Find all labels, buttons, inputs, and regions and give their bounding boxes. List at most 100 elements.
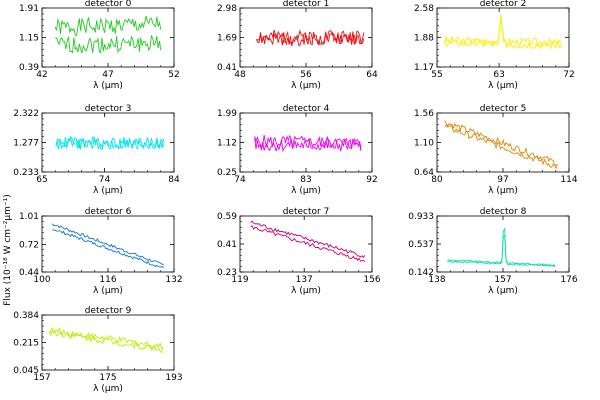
y-tick-label: 0.41 [217,240,237,250]
panel-title: detector 2 [480,0,527,9]
panel-detector-7: detector 7 119 137 156 0.23 0.41 0.59 λ (μm) [217,207,381,296]
x-tick-label: 55 [431,70,442,80]
figure-ylabel: Flux (10⁻¹⁸ W cm⁻²μm⁻¹) [3,194,13,306]
x-tick-label: 72 [563,70,574,80]
y-tick-label: 0.045 [13,366,39,376]
x-tick-label: 114 [560,175,577,185]
x-tick-label: 65 [36,175,47,185]
panel-title: detector 5 [480,104,527,114]
y-tick-label: 0.933 [408,212,434,222]
x-axis-label: λ (μm) [93,186,123,196]
x-tick-label: 52 [168,70,179,80]
x-tick-label: 100 [33,275,50,285]
panel-title: detector 0 [85,0,132,9]
series-line-1 [55,35,162,54]
x-tick-label: 92 [366,175,377,185]
panel-title: detector 4 [283,104,330,114]
x-tick-label: 175 [99,373,116,383]
x-tick-label: 157 [33,373,50,383]
y-tick-label: 0.23 [217,268,237,278]
y-tick-label: 0.64 [414,168,434,178]
y-tick-label: 2.322 [13,109,39,119]
y-tick-label: 2.58 [414,4,434,14]
series-line-0 [51,223,164,266]
panel-title: detector 7 [283,207,330,217]
y-tick-label: 0.233 [13,168,39,178]
y-tick-label: 1.10 [414,139,434,149]
panel-detector-3: detector 3 65 74 84 0.233 1.277 2.322 λ (μm) [13,104,180,196]
series-line-0 [447,226,556,267]
x-tick-label: 137 [296,275,313,285]
y-tick-label: 1.01 [19,212,39,222]
x-tick-label: 157 [494,275,511,285]
y-tick-label: 0.41 [217,63,237,73]
x-tick-label: 84 [168,175,180,185]
y-tick-label: 0.25 [217,168,237,178]
y-tick-label: 2.98 [217,4,237,14]
panel-detector-2: detector 2 55 63 72 1.17 1.88 2.58 λ (μm) [414,0,575,91]
series-line-1 [256,30,365,47]
y-tick-label: 1.17 [414,63,434,73]
x-axis-label: λ (μm) [291,286,321,296]
series-line-1 [254,138,362,153]
x-tick-label: 116 [99,275,116,285]
x-tick-label: 193 [165,373,182,383]
y-tick-label: 0.59 [217,212,237,222]
y-tick-label: 1.69 [217,34,237,44]
x-axis-label: λ (μm) [93,81,123,91]
panel-title: detector 6 [85,207,132,217]
series-line-1 [52,229,165,269]
series-line-1 [250,225,366,263]
x-axis-label: λ (μm) [93,286,123,296]
y-tick-label: 1.15 [19,34,39,44]
series-line-0 [444,120,558,166]
panel-detector-9: detector 9 157 175 193 0.045 0.215 0.384 λ (μm) [13,306,182,394]
x-axis-label: λ (μm) [291,81,321,91]
x-tick-label: 74 [234,175,246,185]
x-axis-label: λ (μm) [93,384,123,394]
x-tick-label: 83 [300,175,311,185]
plot-frame [436,112,570,173]
series-line-1 [48,330,164,354]
y-tick-label: 0.44 [19,268,39,278]
y-tick-label: 1.277 [13,139,39,149]
panel-detector-1: detector 1 48 56 64 0.41 1.69 2.98 λ (μm) [217,0,378,91]
y-tick-label: 0.537 [408,240,434,250]
series-line-0 [256,29,365,46]
x-axis-label: λ (μm) [291,186,321,196]
series-line-1 [444,17,562,50]
series-line-1 [55,136,165,151]
y-tick-label: 1.88 [414,33,434,43]
x-tick-label: 64 [366,70,378,80]
y-tick-label: 0.384 [13,311,39,321]
x-tick-label: 97 [497,175,508,185]
x-axis-label: λ (μm) [488,186,518,196]
x-tick-label: 138 [428,275,445,285]
panel-detector-8: detector 8 138 157 176 0.142 0.537 0.933 λ (μm) [408,207,578,296]
x-tick-label: 47 [102,70,113,80]
panel-detector-5: detector 5 80 97 114 0.64 1.10 1.56 λ (μm) [414,104,578,196]
x-tick-label: 176 [560,275,577,285]
x-tick-label: 56 [300,70,312,80]
series-line-0 [48,327,164,349]
panel-detector-0: detector 0 42 47 52 0.39 1.15 1.91 λ (μm) [19,0,180,91]
x-tick-label: 119 [231,275,248,285]
panels: detector 042 47 520.391.151.91λ (μm)detect… [13,0,578,394]
y-tick-label: 1.99 [217,109,237,119]
x-tick-label: 63 [493,70,504,80]
x-tick-label: 48 [234,70,246,80]
y-tick-label: 1.91 [19,4,39,14]
x-tick-label: 132 [165,275,182,285]
panel-detector-4: detector 4 74 83 92 0.25 1.12 1.99 λ (μm) [217,104,378,196]
series-line-1 [447,233,556,268]
y-tick-label: 0.142 [408,268,434,278]
plot-frame [41,314,175,371]
x-axis-label: λ (μm) [488,81,518,91]
series-line-1 [444,124,558,170]
y-tick-label: 0.39 [19,63,39,73]
x-tick-label: 156 [363,275,380,285]
panel-detector-6: detector 6 100 116 132 0.44 0.72 1.01 λ (μm) [19,207,183,296]
y-tick-label: 0.215 [13,338,39,348]
series-line-0 [54,15,162,36]
